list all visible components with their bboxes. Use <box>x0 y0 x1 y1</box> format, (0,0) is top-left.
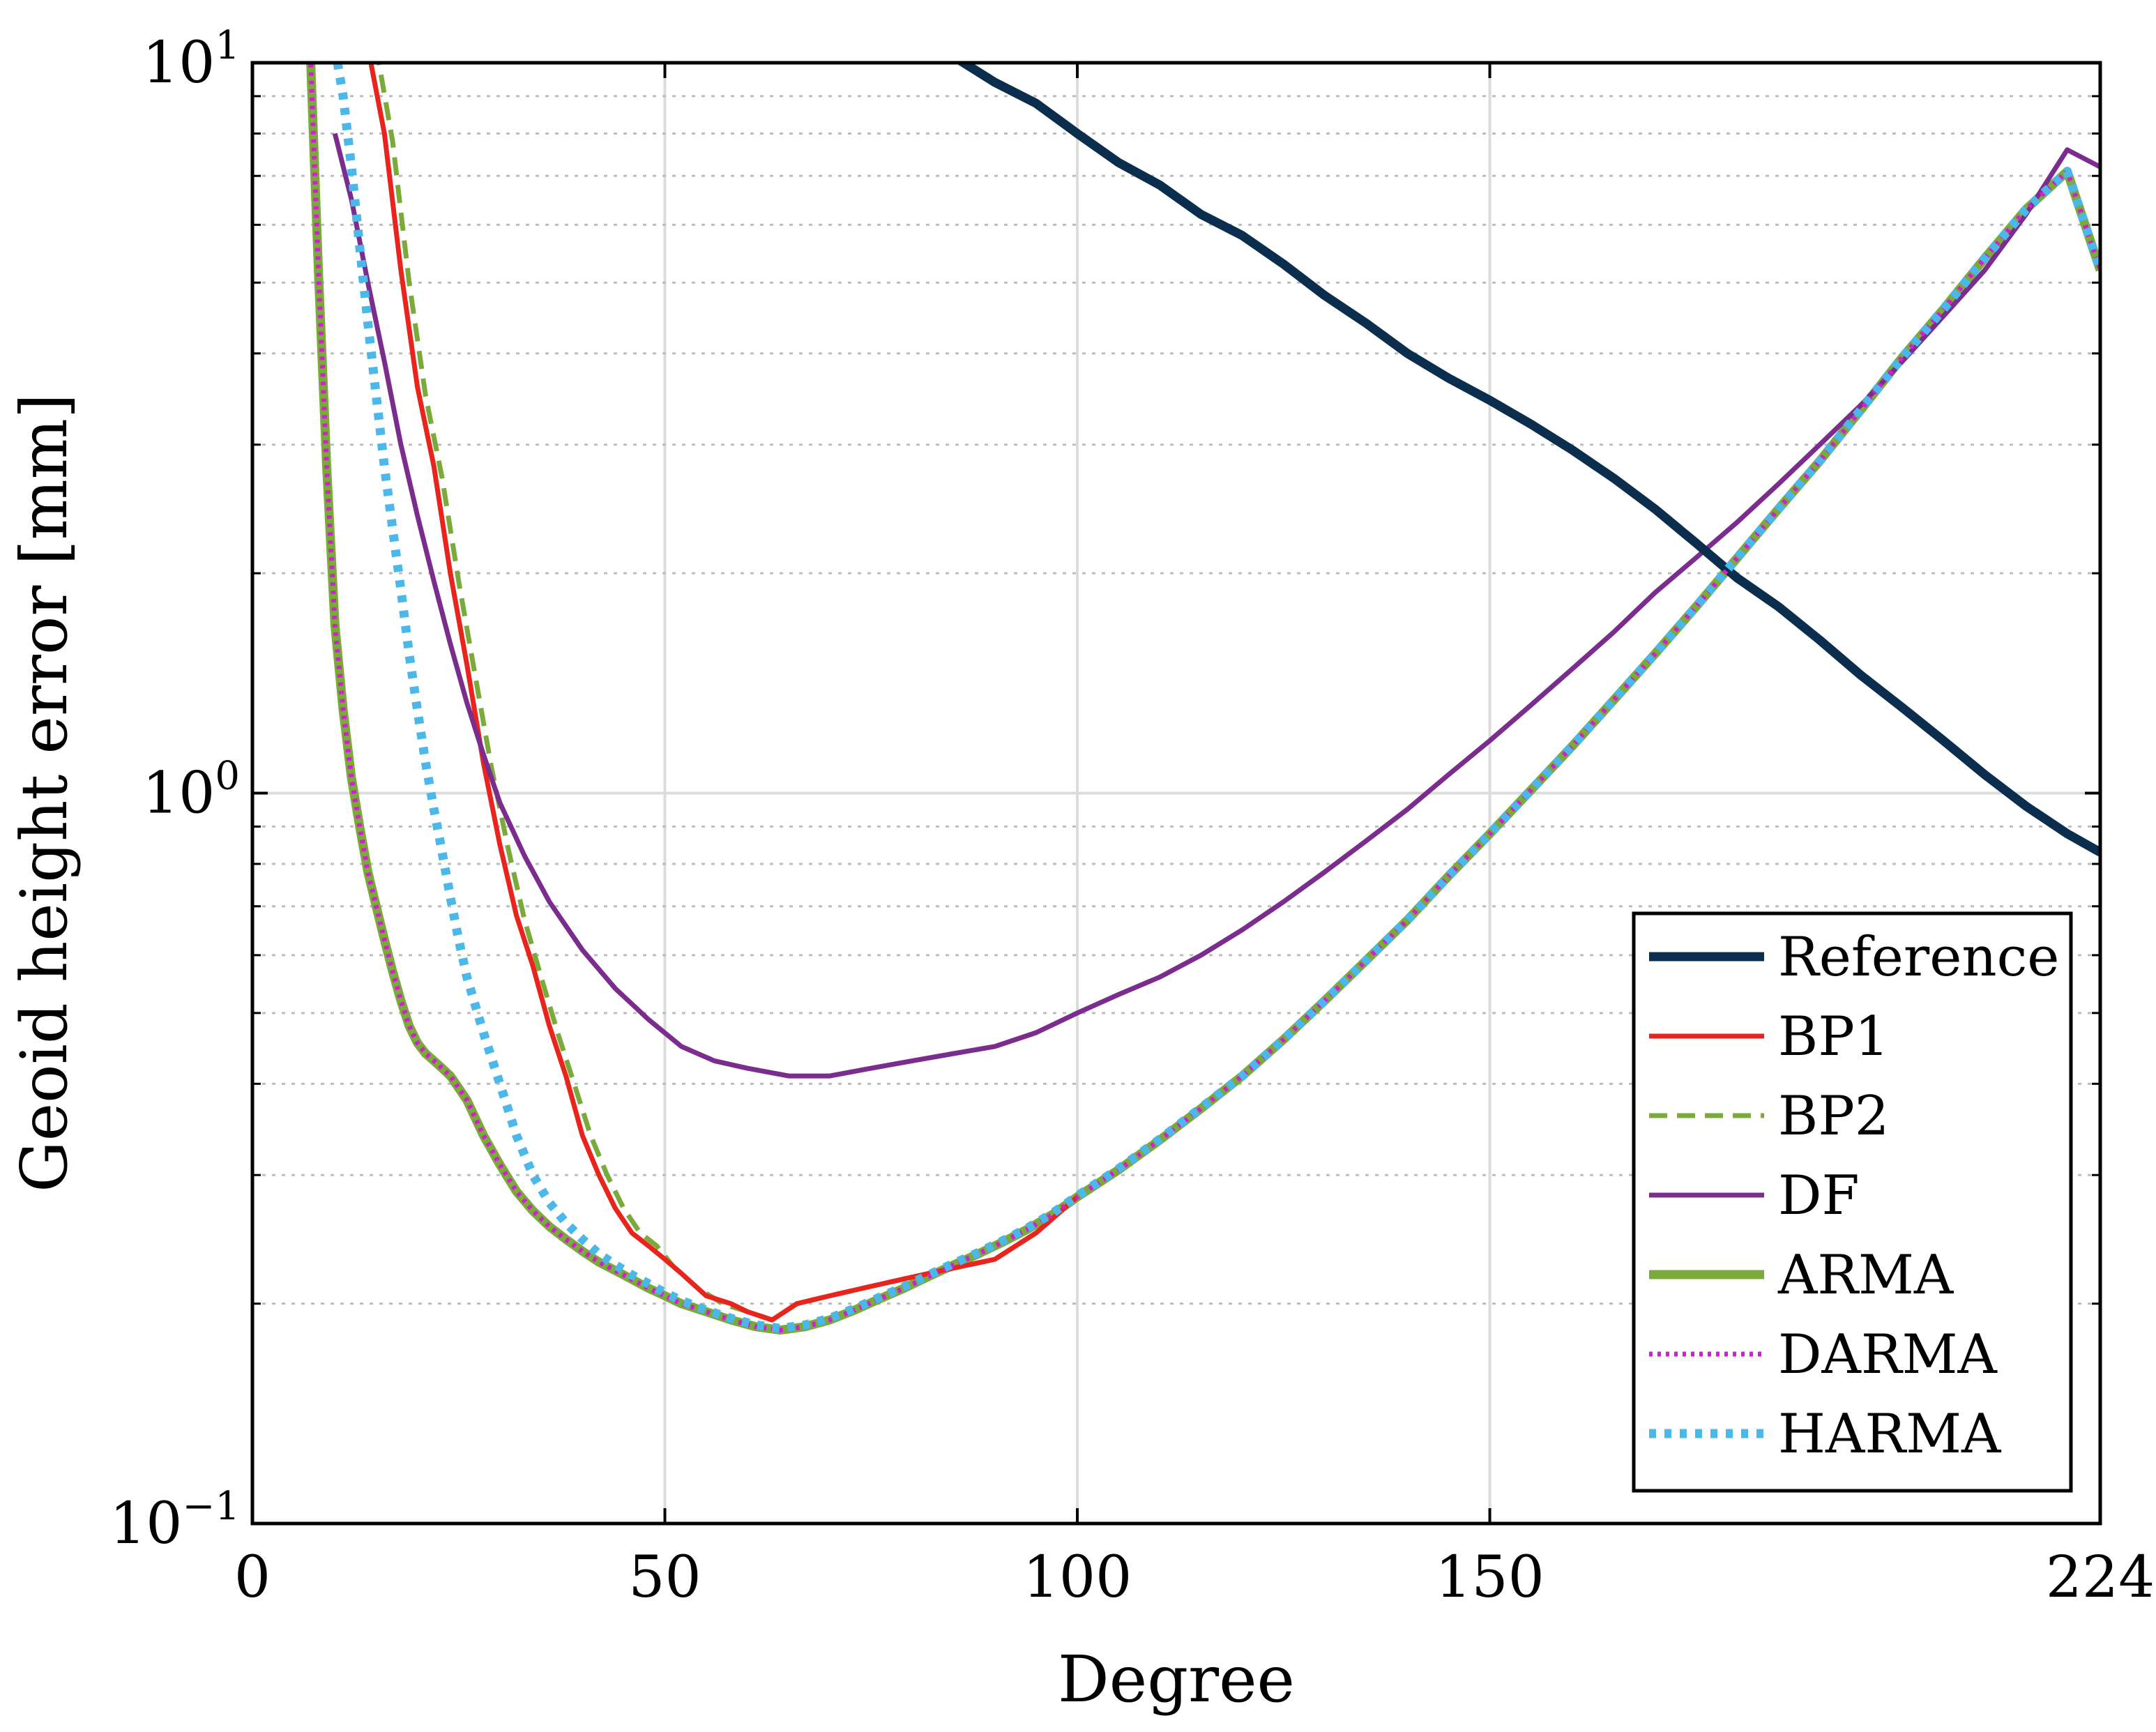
x-tick-label: 100 <box>1023 1544 1132 1611</box>
x-tick-label: 150 <box>1435 1544 1544 1611</box>
x-tick-label: 50 <box>628 1544 701 1611</box>
axis-ticks: 0 50 100 150 224 10−1 100 101 <box>109 23 2155 1611</box>
y-tick-label: 10−1 <box>109 1484 240 1557</box>
legend-label-bp2: BP2 <box>1778 1085 1889 1148</box>
series-line-bp1 <box>368 63 1079 1323</box>
legend: Reference BP1 BP2 DF ARMA DARMA HARMA <box>1632 911 2073 1493</box>
x-axis-title: Degree <box>1058 1642 1295 1717</box>
legend-label-darma: DARMA <box>1778 1323 1998 1386</box>
series-lines <box>306 63 2100 1335</box>
legend-label-harma: HARMA <box>1778 1403 2002 1466</box>
legend-label-arma: ARMA <box>1777 1244 1954 1307</box>
grid-lines <box>252 63 2100 1524</box>
legend-label-df: DF <box>1778 1164 1860 1227</box>
y-tick-label: 100 <box>142 754 240 827</box>
legend-box <box>1632 911 2073 1493</box>
y-tick-label: 101 <box>142 23 240 96</box>
series-line-reference <box>955 63 2100 856</box>
series-line-harma <box>333 63 2100 1333</box>
x-tick-label: 0 <box>234 1544 271 1611</box>
legend-label-reference: Reference <box>1778 926 2059 989</box>
y-axis-title: Geoid height error [mm] <box>7 393 82 1192</box>
x-tick-label: 224 <box>2046 1544 2155 1611</box>
legend-label-bp1: BP1 <box>1778 1005 1889 1068</box>
series-line-df <box>332 132 2100 1079</box>
